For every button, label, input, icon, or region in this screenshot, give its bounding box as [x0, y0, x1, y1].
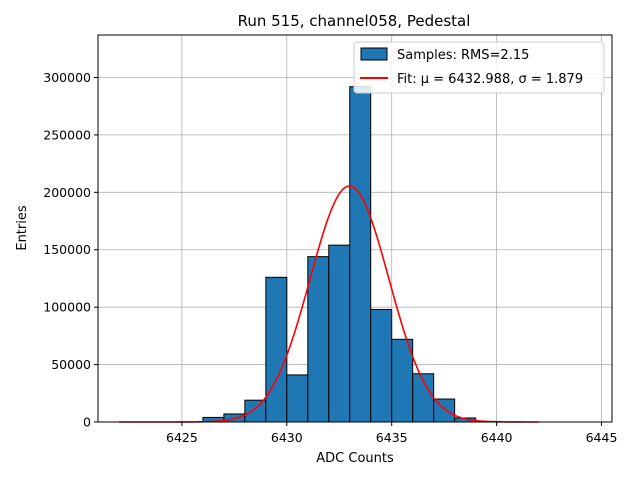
- x-tick-label: 6445: [586, 430, 618, 445]
- y-tick-label: 300000: [43, 70, 91, 85]
- x-tick-label: 6435: [376, 430, 408, 445]
- histogram-bar: [286, 374, 309, 423]
- x-axis-label: ADC Counts: [316, 451, 394, 466]
- histogram-bar: [391, 338, 414, 423]
- chart-title: Run 515, channel058, Pedestal: [238, 12, 471, 30]
- histogram-bar: [265, 276, 288, 423]
- histogram-bars: [202, 86, 498, 423]
- histogram-bar: [328, 244, 351, 423]
- legend-box: [353, 41, 605, 94]
- y-tick-label: 50000: [51, 357, 91, 372]
- x-tick-label: 6425: [166, 430, 198, 445]
- histogram-bar: [370, 308, 393, 423]
- y-tick-label: 250000: [43, 127, 91, 142]
- y-tick-label: 150000: [43, 242, 91, 257]
- histogram-bar: [349, 86, 372, 423]
- histogram-bar: [244, 399, 267, 423]
- y-tick-label: 100000: [43, 300, 91, 315]
- y-tick-label: 200000: [43, 185, 91, 200]
- x-tick-label: 6430: [271, 430, 303, 445]
- y-axis-ticks: 0 50000 100000 150000 200000 250000 300000: [43, 70, 98, 430]
- legend-label-samples: Samples: RMS=2.15: [397, 48, 529, 63]
- legend: Samples: RMS=2.15 Fit: μ = 6432.988, σ =…: [353, 41, 605, 94]
- plot-frame: [97, 34, 613, 423]
- histogram-bar: [307, 256, 330, 423]
- x-axis-ticks: 6425 6430 6435 6440 6445: [166, 422, 617, 445]
- y-tick-label: 0: [83, 415, 91, 430]
- x-tick-label: 6440: [481, 430, 513, 445]
- legend-label-fit: Fit: μ = 6432.988, σ = 1.879: [397, 72, 583, 87]
- legend-swatch-samples: [360, 47, 388, 61]
- y-axis-label: Entries: [15, 205, 30, 251]
